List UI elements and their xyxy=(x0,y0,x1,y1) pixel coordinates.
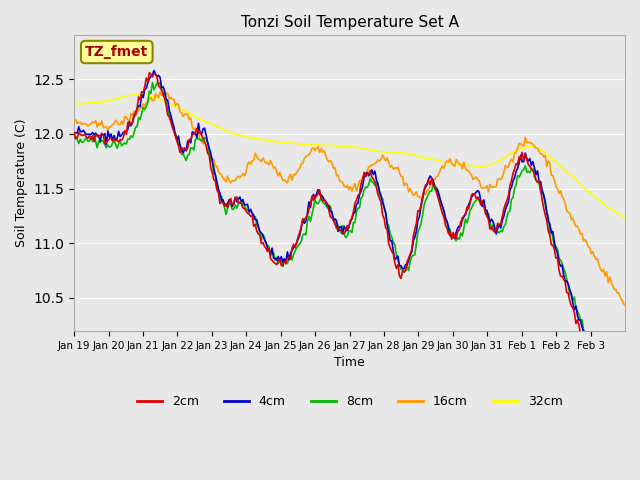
4cm xyxy=(621,334,629,339)
Line: 8cm: 8cm xyxy=(74,83,625,336)
16cm xyxy=(70,119,78,125)
16cm xyxy=(592,257,600,263)
16cm xyxy=(156,89,164,95)
8cm xyxy=(621,334,629,339)
8cm xyxy=(148,80,156,85)
32cm xyxy=(140,92,147,98)
2cm xyxy=(70,130,78,136)
2cm xyxy=(313,193,321,199)
Line: 4cm: 4cm xyxy=(74,71,625,336)
8cm xyxy=(236,199,244,205)
Line: 32cm: 32cm xyxy=(74,95,625,218)
X-axis label: Time: Time xyxy=(334,356,365,369)
2cm xyxy=(264,249,271,254)
16cm xyxy=(621,302,629,308)
Line: 16cm: 16cm xyxy=(74,92,625,305)
Y-axis label: Soil Temperature (C): Soil Temperature (C) xyxy=(15,119,28,247)
16cm xyxy=(236,175,244,180)
2cm xyxy=(593,334,601,339)
8cm xyxy=(583,334,591,339)
32cm xyxy=(255,136,262,142)
32cm xyxy=(236,132,244,138)
2cm xyxy=(138,89,145,95)
8cm xyxy=(313,200,321,206)
2cm xyxy=(236,200,244,206)
Text: TZ_fmet: TZ_fmet xyxy=(85,45,148,59)
Legend: 2cm, 4cm, 8cm, 16cm, 32cm: 2cm, 4cm, 8cm, 16cm, 32cm xyxy=(132,390,568,413)
32cm xyxy=(264,137,271,143)
32cm xyxy=(621,216,629,221)
2cm xyxy=(621,334,629,339)
4cm xyxy=(264,245,271,251)
4cm xyxy=(593,334,601,339)
4cm xyxy=(138,92,145,97)
4cm xyxy=(583,334,591,339)
4cm xyxy=(255,224,262,229)
4cm xyxy=(313,191,321,196)
2cm xyxy=(145,70,153,75)
2cm xyxy=(578,334,586,339)
16cm xyxy=(264,160,271,166)
8cm xyxy=(138,111,145,117)
8cm xyxy=(593,334,601,339)
16cm xyxy=(313,145,321,151)
8cm xyxy=(264,242,271,248)
4cm xyxy=(70,130,78,135)
8cm xyxy=(70,134,78,140)
4cm xyxy=(150,68,158,73)
2cm xyxy=(255,231,262,237)
Line: 2cm: 2cm xyxy=(74,72,625,336)
16cm xyxy=(255,156,262,162)
Title: Tonzi Soil Temperature Set A: Tonzi Soil Temperature Set A xyxy=(241,15,459,30)
32cm xyxy=(592,195,600,201)
32cm xyxy=(135,92,143,97)
32cm xyxy=(70,101,78,107)
16cm xyxy=(138,105,145,111)
8cm xyxy=(255,224,262,230)
32cm xyxy=(313,142,321,148)
4cm xyxy=(236,194,244,200)
